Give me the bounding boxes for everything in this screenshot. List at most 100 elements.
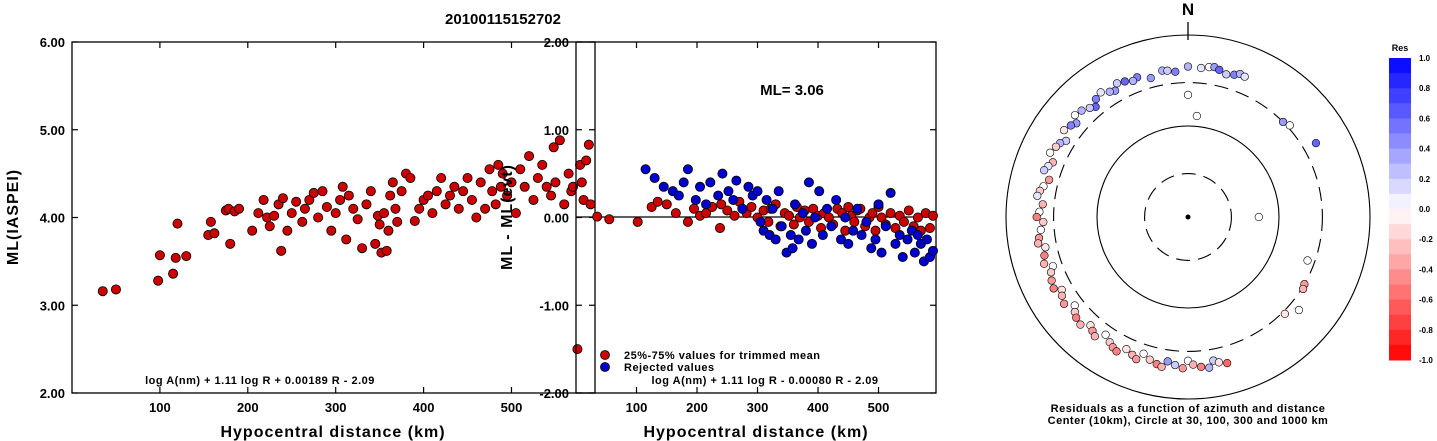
c2-point-s1 [866,243,877,254]
c1-point-s0 [510,208,521,219]
c2-ytick-label: -2.00 [539,386,569,401]
c2-point-s1 [852,203,863,214]
colorbar-cell [1389,329,1411,346]
c1-point-s0 [330,208,341,219]
polar-point [1215,65,1224,74]
c1-point-s0 [205,216,216,227]
c2-point-s0 [652,196,663,207]
c1-point-s0 [497,168,508,179]
colorbar-label: Res [1392,43,1409,53]
c2-point-s1 [856,230,867,241]
polar-point [1066,121,1075,130]
colorbar-cell [1389,344,1411,361]
polar-point [1070,111,1080,120]
c2-point-s0 [592,211,603,222]
polar-ring-30km [1144,173,1232,261]
c1-point-s0 [490,199,501,210]
c1-xtick-label: 300 [325,400,347,415]
c2-point-s1 [831,194,842,205]
colorbar-cell [1389,118,1411,134]
c2-point-s1 [897,251,908,262]
c2-point-s1 [809,212,820,223]
legend-label-trimmed: 25%-75% values for trimmed mean [624,350,820,362]
c1-point-s0 [532,173,543,184]
colorbar-cell [1389,58,1411,74]
polar-point [1205,363,1214,372]
c2-point-s1 [880,221,891,232]
c1-point-s0 [546,190,557,201]
c2-point-s1 [640,164,651,175]
polar-point [1132,355,1141,364]
c2-point-s1 [885,187,896,198]
c1-point-s0 [313,212,324,223]
colorbar-cell [1389,163,1411,180]
c1-point-s0 [524,151,535,162]
c1-point-s0 [502,190,513,201]
chart1-xlabel: Hypocentral distance (km) [220,424,445,441]
c1-point-s0 [559,199,570,210]
c2-point-s1 [737,203,748,214]
polar-point [1303,256,1312,265]
legend-label-rejected: Rejected values [624,362,715,374]
c1-ytick-label: 3.00 [40,298,65,313]
north-label: N [1182,0,1194,19]
c2-point-s1 [826,221,837,232]
c2-point-s1 [902,234,913,245]
polar-ring-1000km [1005,34,1371,400]
colorbar-cell [1389,239,1411,255]
c1-point-s0 [286,208,297,219]
polar-point [1046,268,1056,277]
c2-point-s1 [701,199,712,210]
c1-point-s0 [154,250,165,261]
c1-point-s0 [568,181,579,192]
azimuth-residual-chart: N Residuals as a function of azimuth and… [1005,0,1371,427]
c2-point-s0 [885,208,896,219]
c1-point-s0 [264,221,275,232]
c2-point-s1 [876,247,887,258]
c1-point-s0 [277,193,288,204]
polar-point [1171,67,1180,76]
c1-point-s0 [172,218,183,229]
c1-xtick-label: 500 [501,400,523,415]
c2-xtick-label: 400 [807,400,829,415]
colorbar-cell [1389,88,1411,104]
polar-point [1254,212,1263,222]
ml-iaspei-chart: Hypocentral distance (km) ML(IASPEI) log… [5,35,596,441]
c1-point-s0 [444,190,455,201]
c1-point-s0 [554,135,565,146]
c1-point-s0 [495,181,506,192]
colorbar-tick-label: -0.2 [1419,235,1433,244]
chart2-formula: log A(nm) + 1.11 log R - 0.00080 R - 2.0… [651,375,878,387]
c2-point-s1 [723,186,734,197]
c1-point-s0 [548,142,559,153]
c2-point-s1 [797,208,808,219]
c2-point-s0 [716,199,727,210]
polar-point [1045,148,1055,157]
c2-point-s1 [678,177,689,188]
polar-point [1146,74,1155,83]
c2-point-s0 [903,205,914,216]
polar-point [1039,166,1049,175]
polar-point [1033,191,1042,200]
c1-point-s0 [276,245,287,256]
c2-point-s1 [843,238,854,249]
colorbar-tick-label: 0.6 [1419,114,1431,123]
c1-point-s0 [515,164,526,175]
c1-point-s0 [576,177,587,188]
c2-point-s1 [785,230,796,241]
polar-point [1039,259,1049,268]
c1-point-s0 [326,225,337,236]
c1-point-s0 [317,186,328,197]
c2-point-s1 [806,238,817,249]
c1-point-s0 [348,203,359,214]
polar-point [1085,103,1094,113]
c2-point-s1 [909,247,920,258]
polar-point [1192,111,1201,121]
c2-point-s1 [822,203,833,214]
colorbar-cell [1389,269,1411,285]
colorbar-cell [1389,73,1411,89]
colorbar-tick-label: -1.0 [1419,356,1433,365]
polar-point [1223,359,1232,368]
c2-point-s1 [817,230,828,241]
